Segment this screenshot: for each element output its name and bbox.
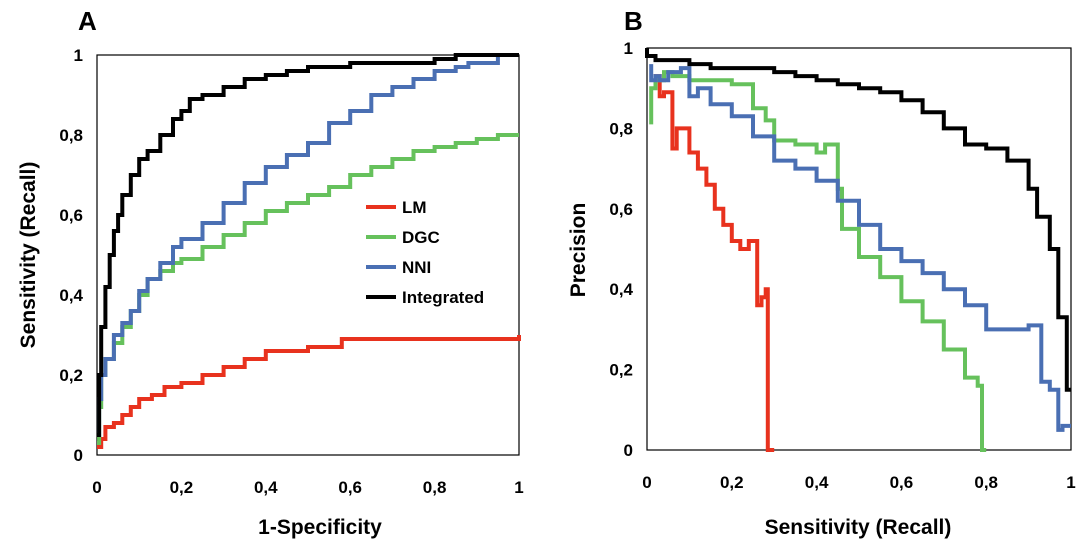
panel-a-chart: A 0 0,2 0,4 0,6 0,8 1 0 0,2 0,4 0,6 0,8 1 1-Specif… <box>17 6 524 539</box>
panel-b-y-tick-label: 0 <box>624 441 633 460</box>
panel-b-letter: B <box>624 6 643 36</box>
legend-label-dgc: DGC <box>402 228 440 247</box>
panel-a-y-tick-label: 0,8 <box>59 126 83 145</box>
legend-label-lm: LM <box>402 198 427 217</box>
panel-a-x-tick-label: 0,2 <box>170 478 194 497</box>
panel-b-y-axis-label: Precision <box>567 203 590 298</box>
panel-a-x-tick-label: 0,8 <box>423 478 447 497</box>
panel-a-series-lm <box>97 335 521 449</box>
panel-a-y-axis-label: Sensitivity (Recall) <box>17 162 40 349</box>
legend-label-nni: NNI <box>402 258 431 277</box>
panel-b-y-ticks: 0 0,2 0,4 0,6 0,8 1 <box>609 39 633 460</box>
panel-a-x-tick-label: 1 <box>514 478 523 497</box>
panel-a-x-tick-label: 0,4 <box>254 478 278 497</box>
panel-b-series-nni <box>649 64 1071 432</box>
panel-b-y-tick-label: 0,8 <box>609 119 633 138</box>
panel-a-x-tick-label: 0,6 <box>338 478 362 497</box>
panel-b-x-tick-label: 0,2 <box>720 473 744 492</box>
panel-b-y-tick-label: 1 <box>624 39 633 58</box>
panel-a-y-tick-label: 0,6 <box>59 206 83 225</box>
panel-b-x-tick-label: 0,8 <box>974 473 998 492</box>
panel-b-y-tick-label: 0,6 <box>609 200 633 219</box>
panel-b-y-tick-label: 0,4 <box>609 280 633 299</box>
panel-b-series-lm <box>653 74 775 452</box>
panel-a-letter: A <box>78 6 97 36</box>
panel-b-x-tick-label: 0,6 <box>890 473 914 492</box>
panel-a-y-tick-label: 0 <box>74 446 83 465</box>
panel-a-x-tick-label: 0 <box>92 478 101 497</box>
panel-b-x-axis-label: Sensitivity (Recall) <box>765 516 952 539</box>
panel-a-y-tick-label: 1 <box>74 46 83 65</box>
panel-a-x-axis-label: 1-Specificity <box>258 516 382 539</box>
panel-b-y-tick-label: 0,2 <box>609 361 633 380</box>
panel-a-y-tick-label: 0,2 <box>59 366 83 385</box>
panel-b-x-tick-label: 0 <box>642 473 651 492</box>
panel-a-lines <box>97 53 521 449</box>
panel-a-series-integrated <box>97 53 519 437</box>
panel-b-x-tick-label: 1 <box>1066 473 1075 492</box>
panel-b-series-dgc <box>649 70 987 452</box>
panel-b-x-tick-label: 0,4 <box>805 473 829 492</box>
panel-a-legend: LM DGC NNI Integrated <box>366 198 484 307</box>
panel-b-lines <box>645 48 1071 452</box>
legend-label-integrated: Integrated <box>402 288 484 307</box>
panel-b-chart: B 0 0,2 0,4 0,6 0,8 1 0 0,2 0,4 0,6 0,8 1 Sensitiv… <box>567 6 1076 539</box>
panel-a-y-tick-label: 0,4 <box>59 286 83 305</box>
panel-b-series-integrated <box>645 48 1071 392</box>
panel-a-x-ticks: 0 0,2 0,4 0,6 0,8 1 <box>92 478 523 497</box>
panel-b-x-ticks: 0 0,2 0,4 0,6 0,8 1 <box>642 473 1075 492</box>
panel-a-y-ticks: 0 0,2 0,4 0,6 0,8 1 <box>59 46 83 465</box>
panel-a-series-nni <box>97 55 500 437</box>
panel-a-series-dgc <box>97 133 519 445</box>
